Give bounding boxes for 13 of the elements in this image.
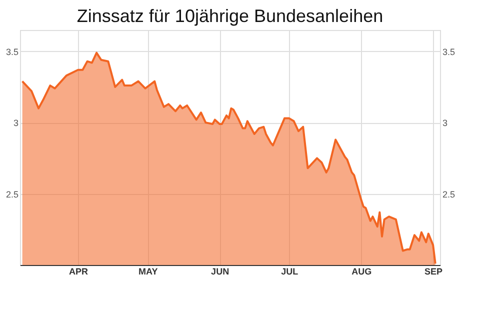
x-tick-label: APR — [69, 266, 89, 276]
y2-tick-label: 3 — [442, 118, 448, 128]
chart-title: Zinssatz für 10jährige Bundesanleihen — [76, 6, 384, 26]
x-tick-label: JUL — [281, 266, 299, 276]
x-tick-label: JUN — [211, 266, 230, 276]
x-tick-label: AUG — [352, 266, 372, 276]
y-tick-label: 3.5 — [6, 46, 18, 57]
y-tick-label: 2.5 — [6, 189, 18, 200]
y2-tick-label: 2.5 — [442, 189, 456, 200]
y2-tick-label: 3.5 — [442, 46, 456, 57]
x-tick-label: SEP — [424, 266, 443, 276]
x-tick-label: MAY — [138, 266, 158, 276]
y-tick-label: 3 — [13, 118, 18, 128]
